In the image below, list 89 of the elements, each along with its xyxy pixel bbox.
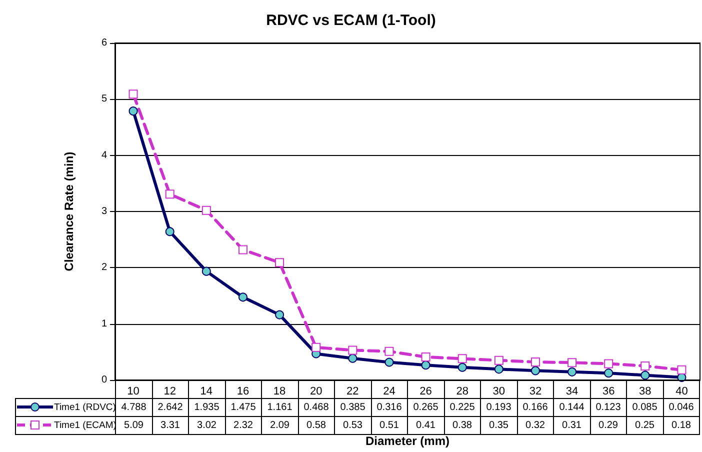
y-tick-label: 6 [101,38,108,48]
y-axis-title: Clearance Rate (min) [62,152,76,272]
point [568,367,577,376]
x-tick-label: 14 [200,386,213,398]
x-tick-label: 40 [676,386,688,398]
data-label: 0.38 [444,416,480,434]
point [494,364,504,374]
chart-title: RDVC vs ECAM (1-Tool) [266,12,436,29]
data-label: 0.35 [480,416,517,434]
point [238,292,248,302]
data-label: 0.53 [334,416,371,434]
x-tick-label: 28 [456,386,468,398]
data-label: 1.161 [262,398,298,416]
point [677,365,686,374]
y-tick-label: 4 [101,150,108,161]
point [384,346,394,356]
point [530,366,540,376]
data-label: 0.25 [626,416,663,434]
data-label: 0.468 [298,398,334,416]
x-tick-label: 24 [383,386,396,398]
point [348,354,358,363]
point [640,370,650,380]
point [421,360,430,370]
data-label: 1.475 [225,398,262,416]
data-label: 2.32 [225,416,262,434]
point [421,352,430,362]
data-label: 0.144 [554,398,590,416]
data-label: 0.58 [298,416,334,434]
y-tick-label: 2 [101,262,108,274]
x-tick-label: 10 [127,386,140,398]
point [568,358,577,368]
data-label: 0.123 [590,398,626,416]
data-label: 2.09 [262,416,298,434]
data-label: 0.18 [663,416,700,434]
x-tick-label: 36 [602,386,615,398]
data-label: 3.31 [152,416,188,434]
data-label: 0.41 [408,416,444,434]
y-tick-label: 0 [101,374,108,386]
point [604,359,614,368]
data-label: 0.046 [663,398,700,416]
data-label: 1.935 [188,398,225,416]
x-tick-label: 34 [566,386,578,398]
point [238,245,248,254]
data-label: 0.32 [517,416,554,434]
point [458,362,467,372]
x-tick-label: 38 [639,386,652,398]
point [128,90,138,99]
x-tick-label: 18 [273,386,286,398]
x-tick-label: 30 [492,386,506,398]
x-tick-label: 26 [420,386,432,398]
point [530,358,540,367]
point [640,361,650,370]
x-tick-label: 16 [236,386,250,398]
point [202,266,211,276]
y-tick-label: 5 [101,94,108,105]
point [458,354,467,364]
y-tick-label: 1 [101,318,108,330]
data-label: 0.51 [371,416,408,434]
point [604,368,614,378]
data-label: 0.385 [334,398,371,416]
data-label: 2.642 [152,398,188,416]
data-label: 0.265 [408,398,444,416]
data-label: 0.193 [480,398,517,416]
legend-label: Time1 (RDVC) [54,402,116,413]
point [128,106,138,116]
point [165,227,174,236]
data-label: 4.788 [116,398,152,416]
point [275,310,284,320]
x-tick-label: 32 [529,386,542,398]
point [165,190,174,199]
y-tick-label: 3 [101,206,108,217]
data-label: 0.225 [444,398,480,416]
x-tick-label: 22 [346,386,359,398]
data-label: 0.085 [626,398,663,416]
x-axis-title: Diameter (mm) [364,434,451,448]
point [494,356,504,365]
x-tick-label: 20 [310,386,322,398]
data-label: 0.166 [517,398,554,416]
x-tick-label: 12 [164,386,176,398]
data-label: 0.316 [371,398,408,416]
data-label: 3.02 [188,416,225,434]
point [202,206,211,215]
point [312,342,321,352]
point [275,258,284,268]
data-label: 5.09 [116,416,152,434]
point [348,346,358,355]
data-label: 0.29 [590,416,626,434]
point [384,358,394,367]
data-label: 0.31 [554,416,590,434]
